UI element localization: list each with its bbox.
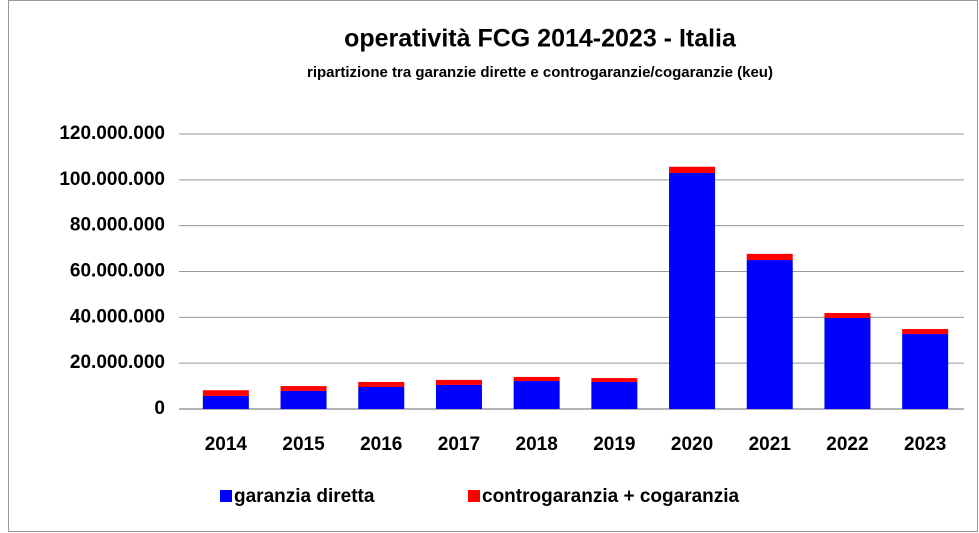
bar-segment xyxy=(513,376,560,382)
bar-segment xyxy=(358,387,405,409)
y-tick-label: 60.000.000 xyxy=(70,261,165,282)
x-tick-label: 2021 xyxy=(749,434,792,455)
bar-segment xyxy=(591,378,638,382)
y-tick-label: 100.000.000 xyxy=(59,169,165,190)
x-tick-label: 2019 xyxy=(593,434,635,455)
chart-title: operatività FCG 2014-2023 - Italia xyxy=(344,25,737,53)
bar-segment xyxy=(591,381,638,409)
bar-segment xyxy=(824,312,871,319)
legend-label: controgaranzia + cogaranzia xyxy=(482,486,740,507)
bar-segment xyxy=(280,386,327,391)
x-tick-label: 2022 xyxy=(826,434,868,455)
chart-frame xyxy=(8,0,978,532)
x-tick-label: 2017 xyxy=(438,434,480,455)
y-tick-label: 120.000.000 xyxy=(59,123,165,144)
legend-label: garanzia diretta xyxy=(234,486,375,507)
chart-subtitle: ripartizione tra garanzie dirette e cont… xyxy=(307,64,773,81)
bar-segment xyxy=(824,318,871,409)
y-tick-label: 20.000.000 xyxy=(70,352,165,373)
bar-segment xyxy=(280,390,327,409)
bar-segment xyxy=(669,166,716,173)
legend-swatch xyxy=(220,490,232,502)
bar-segment xyxy=(669,172,716,409)
bar-segment xyxy=(746,253,793,261)
x-tick-label: 2018 xyxy=(516,434,558,455)
bar-segment xyxy=(746,260,793,409)
x-tick-label: 2020 xyxy=(671,434,713,455)
y-tick-label: 80.000.000 xyxy=(70,215,165,236)
x-tick-label: 2014 xyxy=(205,434,248,455)
bar-segment xyxy=(202,390,249,396)
x-tick-label: 2015 xyxy=(282,434,325,455)
x-tick-label: 2016 xyxy=(360,434,402,455)
y-tick-label: 0 xyxy=(154,398,165,419)
bar-segment xyxy=(358,381,405,387)
bar-segment xyxy=(902,334,949,409)
y-tick-label: 40.000.000 xyxy=(70,306,165,327)
x-tick-label: 2023 xyxy=(904,434,946,455)
legend-swatch xyxy=(468,490,480,502)
bar-segment xyxy=(202,395,249,409)
bar-segment xyxy=(435,384,482,409)
bar-segment xyxy=(513,381,560,409)
bar-segment xyxy=(435,379,482,385)
bar-segment xyxy=(902,329,949,335)
